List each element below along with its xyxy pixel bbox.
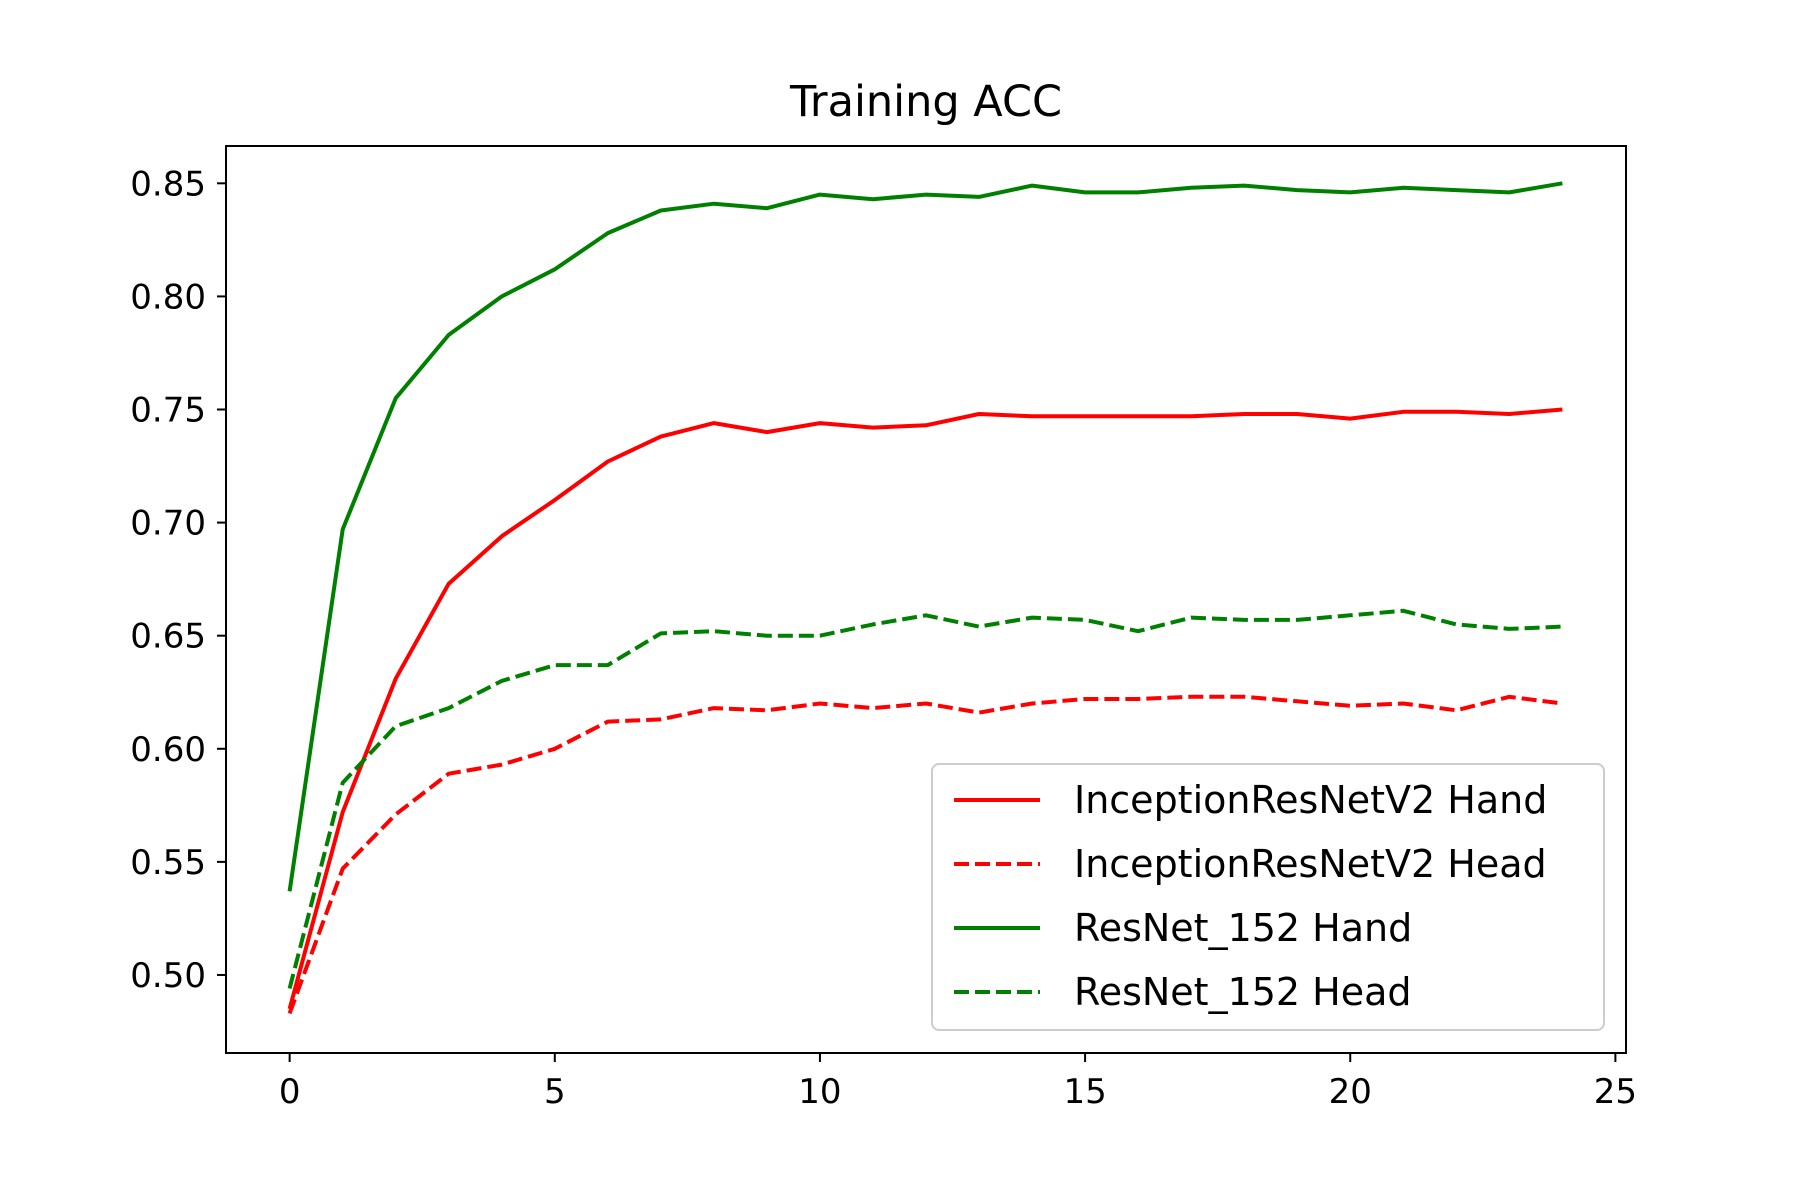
x-tick-label: 15	[1063, 1072, 1106, 1112]
y-tick-label: 0.60	[130, 730, 206, 770]
x-tick-label: 5	[544, 1072, 566, 1112]
x-tick-label: 10	[798, 1072, 841, 1112]
legend-label: ResNet_152 Hand	[1074, 906, 1412, 950]
y-tick-label: 0.50	[130, 956, 206, 996]
plot-frame	[225, 145, 1627, 1054]
y-tick-label: 0.55	[130, 843, 206, 883]
series-line-2	[287, 694, 1563, 1015]
x-tick-label: 25	[1594, 1072, 1637, 1112]
series-line-1	[287, 407, 1563, 1010]
series-line-4	[287, 608, 1563, 989]
x-axis: 0 5 10 15 20 25	[279, 1053, 1637, 1112]
y-tick-label: 0.75	[130, 391, 206, 431]
legend-label: ResNet_152 Head	[1074, 970, 1412, 1014]
chart-title: Training ACC	[789, 77, 1062, 127]
legend: InceptionResNetV2 Hand InceptionResNetV2 …	[931, 763, 1605, 1031]
x-tick-label: 20	[1329, 1072, 1372, 1112]
y-tick-label: 0.85	[130, 164, 206, 204]
series-line-3	[287, 181, 1563, 892]
legend-box	[931, 763, 1605, 1031]
y-tick-label: 0.80	[130, 277, 206, 317]
legend-label: InceptionResNetV2 Hand	[1074, 778, 1547, 822]
y-tick-label: 0.65	[130, 617, 206, 657]
y-tick-label: 0.70	[130, 504, 206, 544]
legend-label: InceptionResNetV2 Head	[1074, 842, 1547, 886]
x-tick-label: 0	[279, 1072, 301, 1112]
y-axis: 0.50 0.55 0.60 0.65 0.70 0.75 0.80 0.85	[130, 164, 226, 996]
series-layer	[287, 181, 1563, 1015]
